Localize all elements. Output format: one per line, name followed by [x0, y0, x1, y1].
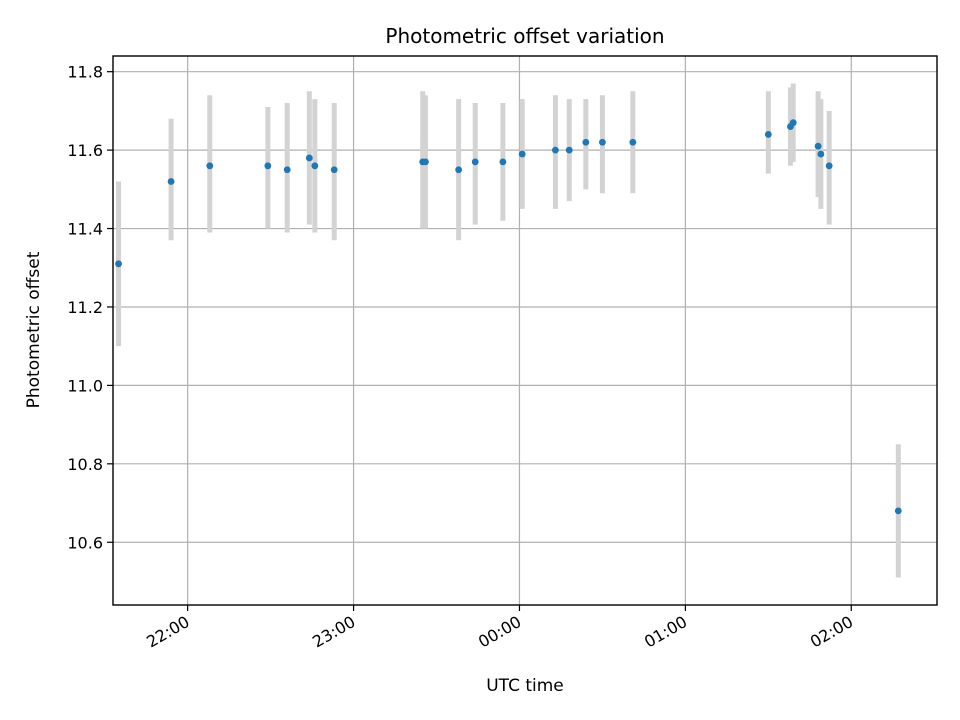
data-point: [825, 162, 833, 170]
data-point: [167, 178, 175, 185]
data-point: [518, 150, 526, 158]
data-point: [330, 166, 338, 174]
y-axis-ticks: 10.6 10.8 11.0 11.2 11.4 11.6 11.8: [67, 63, 113, 552]
x-axis-label: UTC time: [486, 676, 564, 696]
data-point: [311, 162, 319, 170]
data-point: [565, 146, 573, 154]
data-point: [552, 146, 559, 154]
grid: [113, 56, 937, 605]
data-point: [764, 131, 772, 138]
y-tick-label: 10.6: [67, 533, 103, 552]
y-tick-label: 10.8: [67, 455, 103, 474]
data-point: [455, 166, 463, 174]
data-points: [115, 119, 902, 515]
y-tick-label: 11.2: [67, 298, 103, 317]
data-point: [789, 119, 797, 127]
y-tick-label: 11.0: [67, 376, 103, 395]
plot-frame: [112, 55, 938, 606]
data-point: [283, 166, 291, 174]
data-point: [894, 507, 902, 515]
data-point: [629, 138, 637, 146]
data-point: [471, 158, 479, 166]
data-point: [206, 162, 214, 170]
data-point: [305, 154, 313, 162]
data-point: [115, 260, 122, 268]
data-point: [814, 142, 822, 150]
data-point: [817, 150, 825, 158]
y-axis-label: Photometric offset: [24, 251, 44, 408]
chart-title: Photometric offset variation: [385, 24, 664, 48]
data-point: [499, 158, 507, 166]
y-tick-label: 11.4: [67, 220, 103, 239]
data-point: [582, 138, 590, 146]
data-point: [422, 158, 429, 166]
y-tick-label: 11.8: [67, 63, 103, 82]
y-tick-label: 11.6: [67, 141, 103, 160]
data-point: [264, 162, 272, 170]
data-point: [599, 138, 606, 146]
